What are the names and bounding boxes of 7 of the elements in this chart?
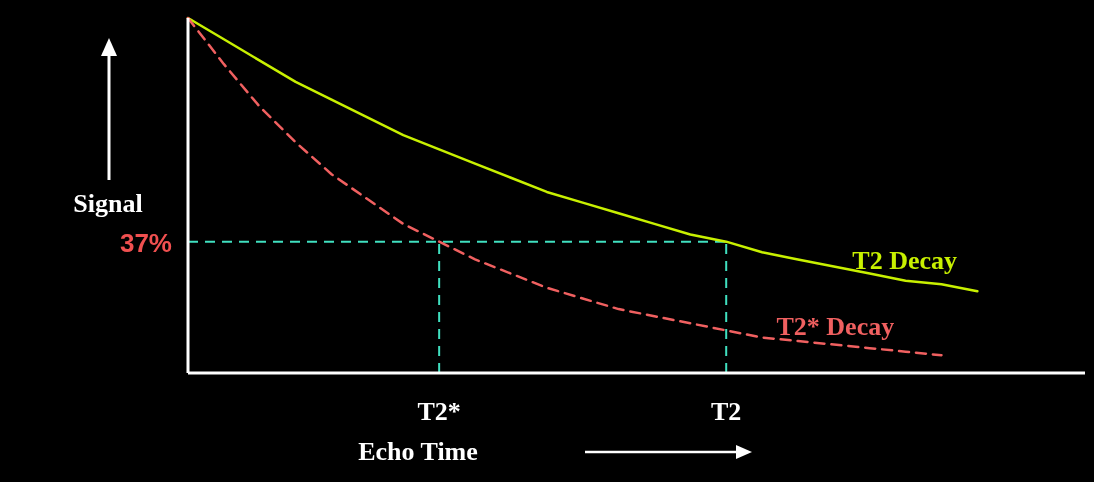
x-tick-label: T2: [711, 397, 742, 426]
series-label: T2* Decay: [776, 312, 895, 342]
series-label: T2 Decay: [852, 246, 958, 276]
ref-line-label: 37%: [119, 227, 172, 258]
y-axis-title: Signal: [73, 189, 143, 218]
x-tick-label: T2*: [417, 397, 461, 426]
x-axis-title: Echo Time: [358, 437, 478, 466]
